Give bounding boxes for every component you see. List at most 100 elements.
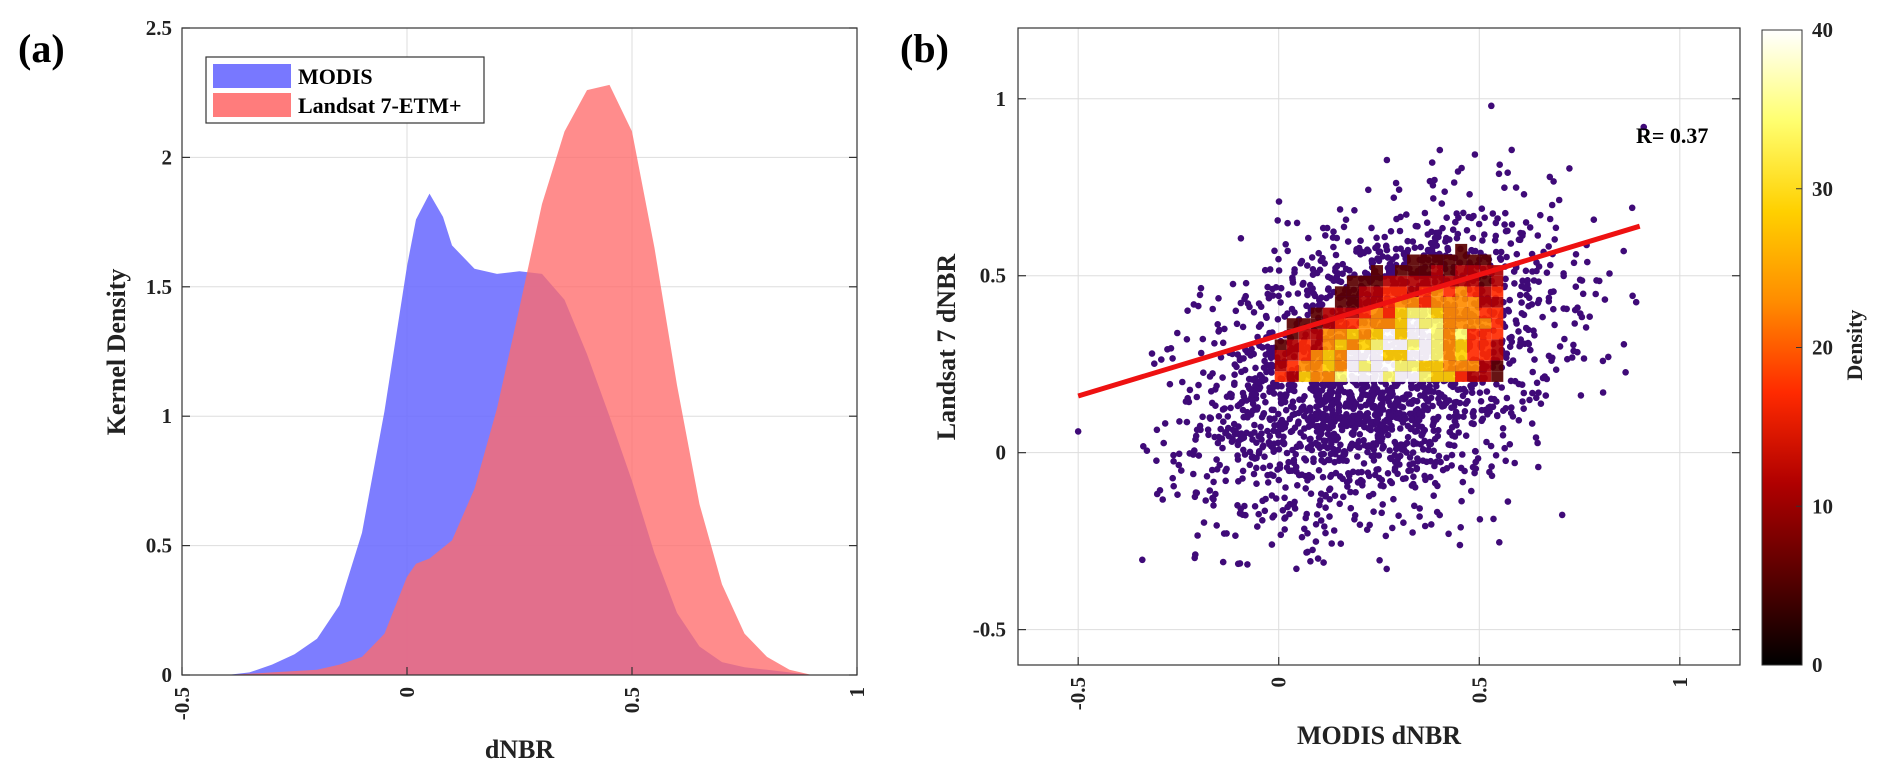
scatter-point — [1478, 205, 1486, 212]
kde-areas — [227, 84, 812, 675]
scatter-point — [1434, 482, 1441, 490]
scatter-point — [1294, 420, 1302, 427]
scatter-point — [1352, 489, 1359, 496]
scatter-point — [1545, 294, 1553, 302]
scatter-point — [1336, 381, 1343, 389]
scatter-point — [1278, 416, 1286, 424]
scatter-point — [1342, 265, 1350, 273]
scatter-point — [1332, 251, 1340, 259]
scatter-point — [1493, 381, 1500, 388]
scatter-point — [1351, 207, 1358, 214]
scatter-point — [1445, 530, 1452, 538]
kde-y-ticks: 0 0.5 1 1.5 2 2.5 — [146, 16, 857, 687]
scatter-point — [1244, 561, 1251, 568]
scatter-point — [1377, 392, 1385, 399]
scatter-point — [1533, 267, 1540, 275]
correlation-annotation: R= 0.37 — [1636, 123, 1708, 148]
density-cell — [1467, 297, 1480, 308]
scatter-point — [1539, 313, 1546, 321]
scatter-point — [1478, 406, 1486, 414]
scatter-plot-frame — [1017, 27, 1741, 666]
scatter-point — [1232, 307, 1240, 315]
scatter-point — [1268, 541, 1276, 548]
kde-x-tick-label: 1 — [845, 687, 869, 698]
scatter-point — [1275, 410, 1282, 418]
scatter-point — [1511, 280, 1518, 287]
scatter-point — [1294, 482, 1301, 489]
scatter-point — [1459, 478, 1467, 486]
scatter-point — [1312, 521, 1320, 528]
scatter-point — [1268, 406, 1276, 414]
density-cell — [1334, 318, 1347, 329]
scatter-point — [1330, 228, 1337, 235]
scatter-x-tick-label: -0.5 — [1066, 677, 1090, 710]
scatter-point — [1254, 333, 1261, 341]
scatter-point — [1291, 309, 1298, 316]
scatter-point — [1255, 448, 1263, 455]
scatter-point — [1373, 234, 1380, 242]
density-cell — [1334, 286, 1347, 297]
scatter-point — [1411, 244, 1419, 251]
scatter-point — [1272, 495, 1280, 502]
scatter-point — [1577, 392, 1585, 399]
scatter-point — [1496, 254, 1504, 262]
scatter-point — [1419, 446, 1427, 453]
scatter-point — [1448, 462, 1455, 469]
density-cell — [1467, 371, 1480, 382]
scatter-point — [1529, 368, 1536, 376]
scatter-point — [1278, 382, 1285, 390]
scatter-point — [1386, 262, 1394, 269]
density-cell — [1419, 360, 1432, 372]
scatter-point — [1501, 444, 1508, 452]
scatter-point — [1161, 420, 1169, 427]
scatter-point — [1515, 417, 1523, 424]
scatter-point — [1488, 463, 1495, 470]
scatter-point — [1234, 441, 1242, 449]
density-cell — [1431, 318, 1444, 329]
scatter-point — [1237, 505, 1245, 513]
density-cell — [1407, 265, 1420, 276]
scatter-point — [1339, 475, 1346, 483]
scatter-point — [1331, 492, 1339, 500]
scatter-point — [1327, 420, 1335, 427]
scatter-point — [1270, 445, 1277, 453]
scatter-point — [1191, 554, 1198, 562]
scatter-point — [1543, 375, 1551, 383]
scatter-point — [1599, 357, 1607, 365]
scatter-point — [1416, 505, 1423, 512]
scatter-point — [1515, 236, 1523, 243]
scatter-point — [1244, 414, 1251, 421]
scatter-point — [1211, 340, 1218, 347]
kde-plot-frame — [181, 27, 858, 676]
scatter-point — [1213, 522, 1220, 529]
density-cell — [1395, 307, 1407, 319]
density-cell — [1383, 350, 1395, 361]
scatter-point — [1410, 473, 1417, 481]
scatter-point — [1208, 466, 1216, 474]
scatter-point — [1209, 305, 1216, 313]
density-cell — [1443, 297, 1456, 308]
scatter-point — [1376, 557, 1383, 564]
scatter-point — [1406, 454, 1414, 461]
scatter-point — [1318, 400, 1326, 408]
density-cell — [1443, 275, 1456, 287]
scatter-point — [1158, 356, 1165, 363]
scatter-point — [1309, 271, 1317, 279]
density-cell — [1358, 339, 1371, 350]
scatter-point — [1410, 438, 1417, 445]
scatter-point — [1492, 452, 1500, 459]
density-cell — [1286, 360, 1299, 372]
scatter-point — [1222, 467, 1229, 475]
scatter-point — [1599, 389, 1607, 396]
scatter-point — [1377, 482, 1385, 489]
scatter-point — [1237, 235, 1245, 242]
density-cell — [1286, 339, 1299, 350]
density-cell — [1419, 265, 1432, 276]
scatter-point — [1498, 384, 1505, 391]
scatter-point — [1483, 438, 1490, 446]
scatter-point — [1507, 409, 1515, 417]
density-cell — [1395, 328, 1407, 340]
scatter-point — [1186, 386, 1194, 394]
scatter-point — [1226, 390, 1234, 398]
scatter-point — [1421, 209, 1429, 217]
